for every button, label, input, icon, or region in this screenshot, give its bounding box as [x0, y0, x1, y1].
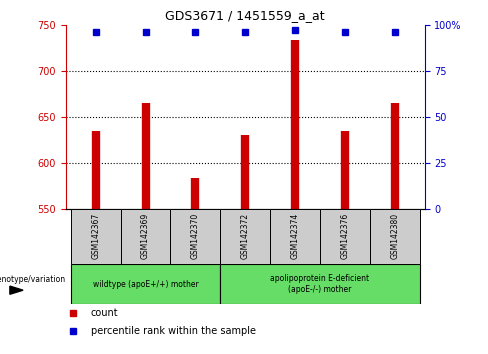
- Text: genotype/variation: genotype/variation: [0, 275, 66, 284]
- Bar: [370, 209, 420, 264]
- Text: GSM142374: GSM142374: [290, 213, 300, 259]
- Text: apolipoprotein E-deficient
(apoE-/-) mother: apolipoprotein E-deficient (apoE-/-) mot…: [270, 274, 369, 294]
- Title: GDS3671 / 1451559_a_at: GDS3671 / 1451559_a_at: [165, 9, 325, 22]
- Text: GSM142376: GSM142376: [340, 213, 349, 259]
- Text: count: count: [91, 308, 119, 318]
- Bar: [170, 209, 220, 264]
- Bar: [320, 209, 370, 264]
- Text: GSM142380: GSM142380: [390, 213, 399, 259]
- Text: wildtype (apoE+/+) mother: wildtype (apoE+/+) mother: [93, 280, 199, 289]
- Bar: [220, 264, 420, 304]
- Bar: [220, 209, 270, 264]
- Text: GSM142370: GSM142370: [191, 213, 200, 259]
- Text: GSM142369: GSM142369: [141, 213, 150, 259]
- Text: percentile rank within the sample: percentile rank within the sample: [91, 326, 256, 336]
- Text: GSM142372: GSM142372: [241, 213, 250, 259]
- Bar: [121, 209, 170, 264]
- Bar: [71, 264, 220, 304]
- Polygon shape: [10, 286, 23, 294]
- Text: GSM142367: GSM142367: [91, 213, 100, 259]
- Bar: [270, 209, 320, 264]
- Bar: [71, 209, 121, 264]
